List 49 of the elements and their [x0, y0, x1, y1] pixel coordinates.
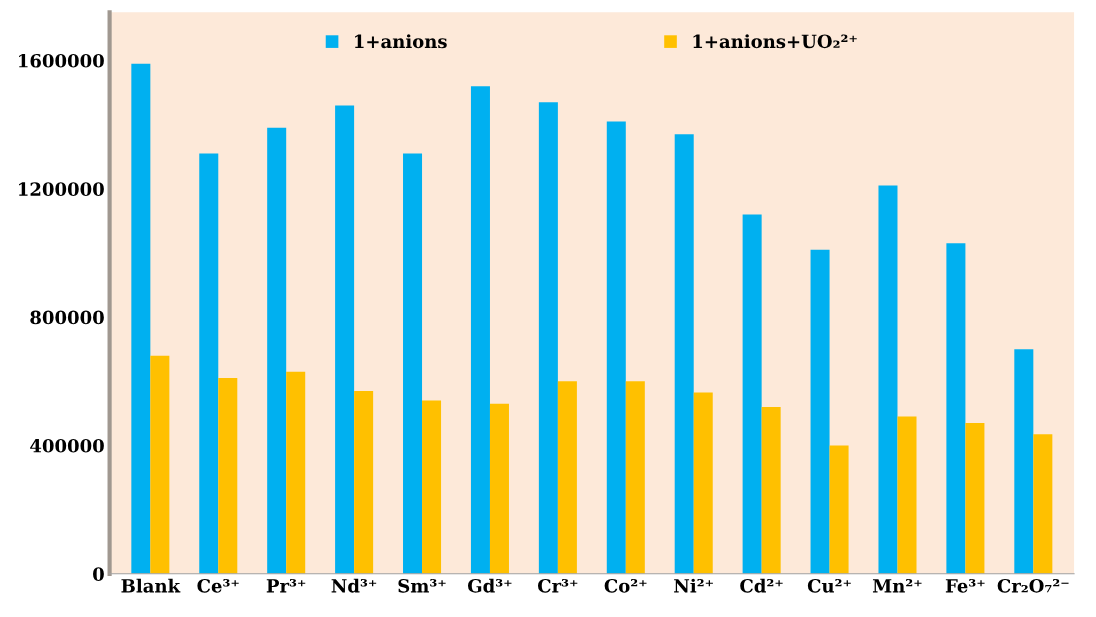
x-tick-label: Pr³⁺ — [266, 578, 306, 593]
bar — [742, 214, 762, 574]
bar — [403, 153, 423, 574]
bar — [878, 185, 898, 574]
bar — [897, 416, 917, 574]
bar — [470, 86, 490, 574]
bar — [965, 423, 985, 574]
x-tick-label: Nd³⁺ — [331, 578, 377, 593]
bar — [489, 403, 509, 574]
x-tick-label: Cd²⁺ — [740, 578, 783, 593]
x-tick-label: Sm³⁺ — [398, 578, 446, 593]
bar — [422, 400, 442, 574]
x-tick-label: Cr³⁺ — [537, 578, 578, 593]
bar — [625, 381, 645, 574]
legend-label: 1+anions+UO₂²⁺ — [693, 34, 857, 49]
bar — [693, 392, 713, 574]
bar — [335, 105, 355, 574]
x-tick-label: Cu²⁺ — [807, 578, 851, 593]
x-tick-label: Mn²⁺ — [872, 578, 922, 593]
y-tick-label: 1200000 — [19, 182, 104, 196]
bar — [354, 390, 374, 574]
bar — [674, 134, 694, 574]
y-tick-label: 1600000 — [19, 53, 104, 68]
x-tick-label: Fe³⁺ — [945, 578, 985, 593]
y-tick-label: 800000 — [30, 310, 104, 325]
bar — [199, 153, 219, 574]
x-tick-label: Ce³⁺ — [197, 578, 239, 593]
bar — [829, 445, 849, 574]
bar — [810, 249, 830, 574]
bar — [286, 371, 306, 574]
bar — [557, 381, 577, 574]
bar — [606, 121, 626, 574]
x-tick-label: Gd³⁺ — [467, 578, 512, 593]
bar — [150, 355, 170, 574]
x-tick-label: Blank — [121, 578, 181, 593]
bar — [131, 63, 151, 574]
bar — [761, 406, 781, 574]
bar — [267, 127, 287, 574]
legend-label: 1+anions — [355, 34, 447, 49]
x-tick-label: Cr₂O₇²⁻ — [997, 578, 1069, 593]
x-tick-label: Ni²⁺ — [674, 578, 713, 593]
x-tick-label: Co²⁺ — [604, 578, 647, 593]
y-tick-label: 400000 — [30, 438, 104, 453]
bar — [1033, 434, 1053, 574]
bar — [946, 243, 966, 574]
bar — [1014, 349, 1034, 574]
bar — [538, 102, 558, 574]
y-tick-label: 0 — [93, 567, 104, 581]
bar — [218, 378, 238, 574]
